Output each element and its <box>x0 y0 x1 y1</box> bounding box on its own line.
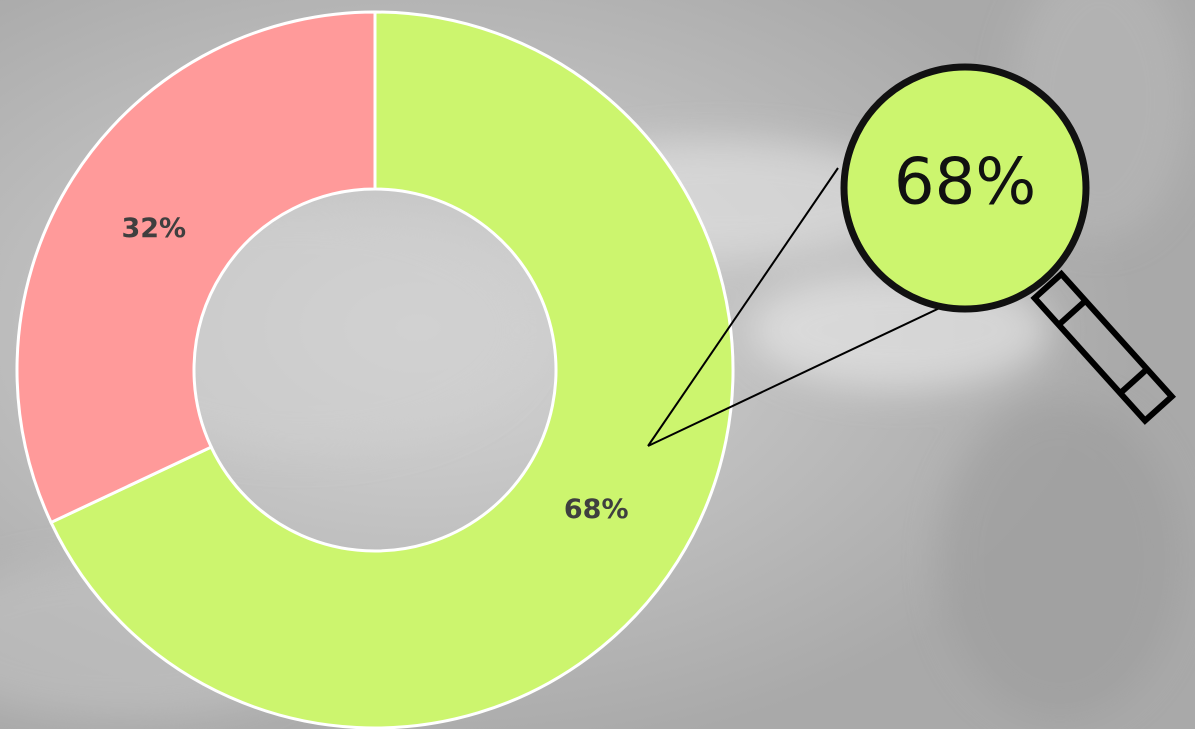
callout-label: 68% <box>894 146 1036 220</box>
donut: 68% 32% <box>15 10 735 729</box>
data-label: 32% <box>121 213 186 244</box>
callout-line <box>647 295 966 447</box>
callout-line <box>647 167 839 447</box>
magnifier-handle <box>1030 269 1177 425</box>
magnifier: 68% <box>647 63 1177 447</box>
data-label: 68% <box>564 494 629 525</box>
donut-segment <box>49 10 735 729</box>
donut-segment <box>15 10 377 525</box>
magnifier-lens <box>840 63 1090 313</box>
